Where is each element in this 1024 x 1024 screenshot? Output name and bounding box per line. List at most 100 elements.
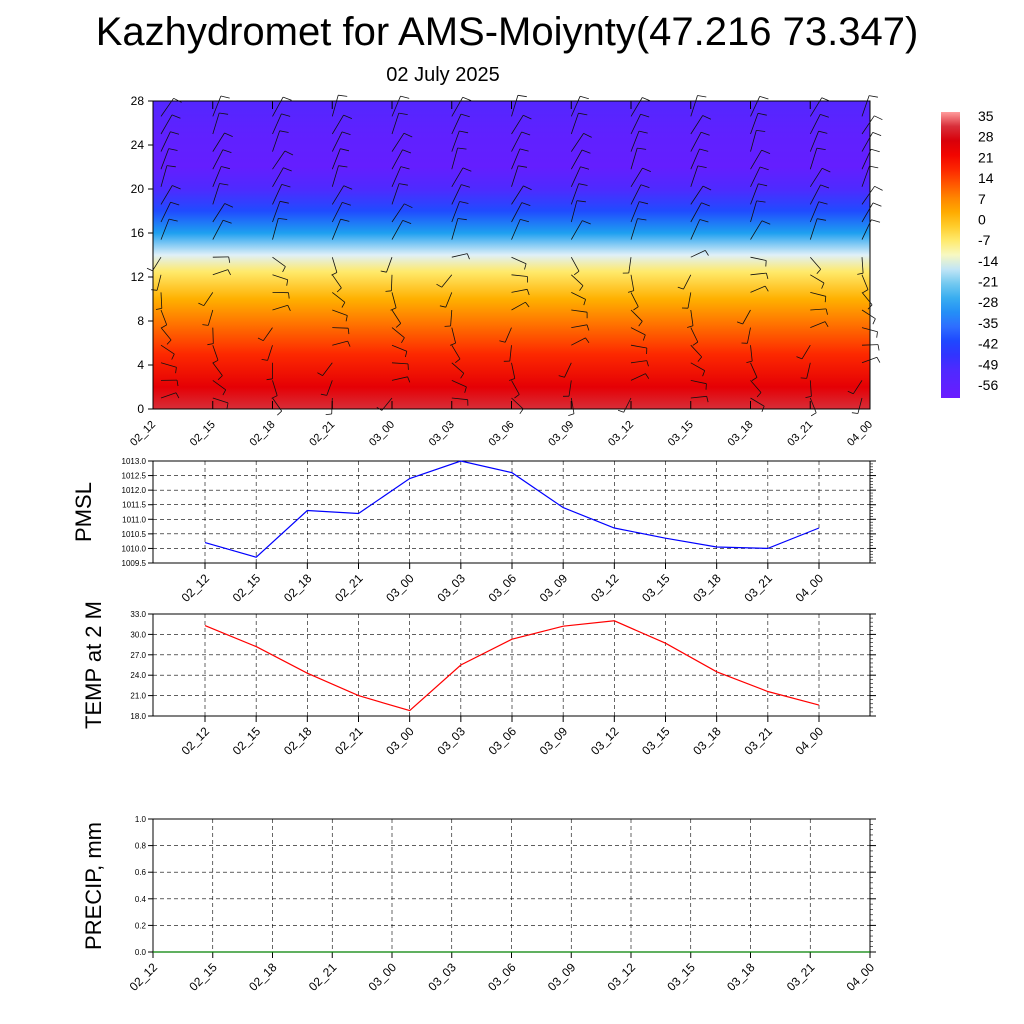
wind-barb: [568, 380, 572, 397]
colorbar-label: 35: [978, 108, 994, 124]
wind-barb: [810, 321, 826, 328]
wind-barb: [272, 380, 278, 396]
wind-barb: [511, 185, 524, 205]
wind-barb: [212, 132, 225, 152]
wind-barb: [809, 114, 821, 135]
wind-barb-flag: [168, 218, 178, 222]
wind-barb-flag: [579, 95, 589, 100]
x-tick-label: 04_00: [793, 724, 827, 758]
wind-barb: [750, 397, 765, 407]
wind-barb: [861, 257, 864, 274]
wind-barb: [511, 380, 520, 395]
wind-barb-flag: [816, 147, 826, 150]
wind-barb: [852, 380, 863, 395]
x-tick-label: 03_03: [427, 419, 457, 449]
wind-barb-flag: [340, 148, 350, 152]
wind-barb-flag: [800, 377, 807, 379]
x-tick-label: 02_12: [179, 571, 213, 605]
wind-barb: [212, 345, 219, 361]
colorbar-label: -28: [978, 294, 998, 310]
x-tick-label: 02_18: [248, 419, 278, 449]
wind-barb: [272, 304, 288, 311]
x-tick-label: 03_21: [784, 960, 818, 994]
wind-barb: [750, 220, 763, 240]
wind-barb: [451, 380, 467, 388]
y-axis-label: PRECIP, mm: [81, 822, 106, 950]
wind-barb: [687, 292, 692, 309]
wind-barb-flag: [286, 279, 289, 286]
wind-barb: [160, 218, 170, 240]
x-tick-label: 03_18: [690, 571, 724, 605]
wind-barb-flag: [282, 266, 286, 273]
wind-barb-flag: [872, 202, 882, 207]
wind-barb: [212, 95, 222, 117]
wind-barb-flag: [376, 407, 383, 411]
wind-barb-flag: [176, 380, 179, 387]
x-tick-label: 03_12: [588, 571, 622, 605]
wind-barb: [742, 309, 751, 325]
colorbar-label: 0: [978, 211, 986, 227]
x-tick-label: 02_21: [332, 724, 366, 758]
wind-barb-flag: [175, 392, 180, 399]
wind-barb: [272, 150, 286, 170]
wind-barb: [861, 186, 875, 205]
wind-barb-flag: [405, 351, 408, 358]
wind-barb: [861, 149, 872, 170]
x-tick-label: 02_21: [306, 960, 340, 994]
wind-barb: [809, 380, 812, 397]
wind-barb: [212, 220, 224, 240]
wind-barb-flag: [756, 200, 766, 203]
wind-barb-flag: [697, 356, 703, 362]
wind-barb-flag: [385, 290, 392, 292]
wind-barb-flag: [459, 201, 469, 204]
wind-barb-flag: [579, 285, 584, 291]
colorbar-label: 21: [978, 149, 994, 165]
wind-barb: [750, 272, 767, 276]
wind-barb-flag: [175, 367, 177, 374]
wind-barb-flag: [404, 203, 413, 209]
wind-barbs: [146, 94, 883, 417]
wind-barb: [570, 96, 581, 117]
wind-barb-flag: [642, 167, 651, 172]
wind-barb-flag: [283, 167, 292, 172]
wind-barb-flag: [166, 165, 176, 168]
wind-barb: [441, 274, 453, 288]
wind-barb: [750, 200, 757, 223]
wind-barb: [272, 397, 283, 412]
wind-barb-flag: [825, 308, 828, 315]
x-tick-label: 03_12: [588, 724, 622, 758]
wind-barb: [212, 149, 224, 170]
wind-barb: [391, 149, 403, 170]
wind-barb-flag: [870, 148, 880, 153]
temp2m-panel: 18.0 21.0 24.0 27.0 30.0 33.0 02_12 02_15 02_18 0…: [81, 601, 876, 758]
wind-barb-flag: [222, 389, 227, 396]
wind-barb-flag: [646, 360, 649, 367]
y-tick-label: 1012.0: [122, 486, 147, 495]
wind-barb: [809, 218, 818, 240]
wind-barb: [331, 274, 342, 289]
wind-barb-flag: [172, 185, 181, 190]
wind-barb-flag: [627, 290, 634, 293]
chart-subtitle: 02 July 2025: [386, 64, 500, 86]
wind-barb-flag: [198, 302, 204, 307]
wind-barb-flag: [702, 185, 712, 191]
x-tick-label: 03_03: [434, 724, 468, 758]
wind-barb-flag: [817, 218, 827, 221]
y-tick-label: 1012.5: [122, 472, 147, 481]
x-tick-label: 03_09: [537, 724, 571, 758]
wind-barb-flag: [459, 130, 469, 134]
wind-barb-flag: [857, 272, 864, 275]
wind-barb-flag: [345, 315, 348, 322]
wind-barb-flag: [161, 324, 167, 329]
wind-barb: [160, 362, 177, 368]
wind-barb: [331, 95, 339, 117]
wind-barb-flag: [400, 166, 410, 170]
wind-barb: [747, 327, 751, 344]
wind-barb-flag: [462, 167, 472, 172]
wind-barb: [391, 274, 393, 291]
wind-barb: [690, 148, 700, 170]
wind-barb: [156, 274, 162, 291]
wind-barb: [810, 308, 827, 311]
wind-barb: [212, 203, 226, 223]
wind-barb-flag: [585, 337, 590, 344]
